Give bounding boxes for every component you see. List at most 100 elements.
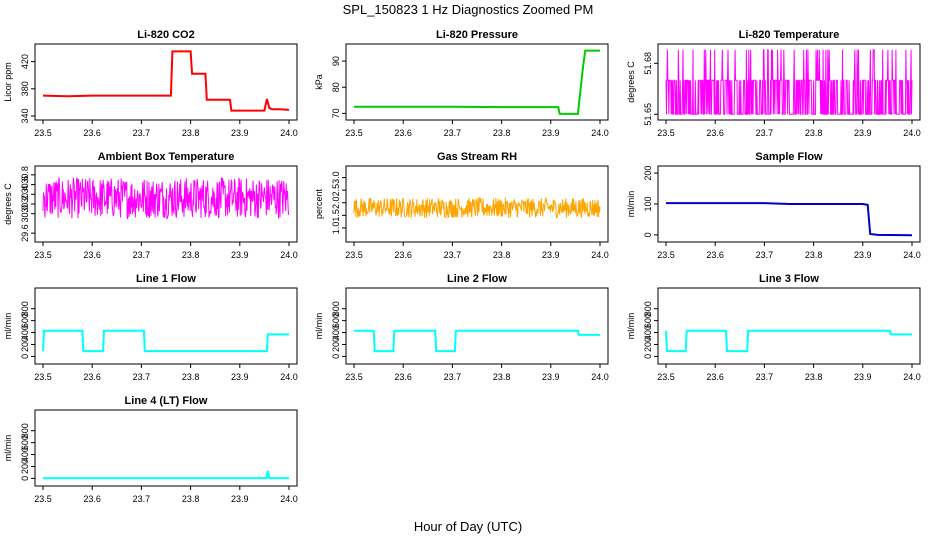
figure-x-axis-label: Hour of Day (UTC) bbox=[414, 519, 522, 534]
x-tick-label: 24.0 bbox=[903, 128, 921, 138]
x-tick-label: 23.5 bbox=[34, 372, 52, 382]
panel-title: Line 3 Flow bbox=[759, 273, 819, 285]
y-tick-label: 0 bbox=[20, 354, 30, 359]
plot-frame bbox=[657, 43, 921, 121]
y-tick-label: 3.0 bbox=[331, 171, 341, 184]
x-tick-label: 23.6 bbox=[706, 372, 724, 382]
series-band bbox=[665, 49, 913, 115]
y-axis-label: ml/min bbox=[3, 435, 13, 462]
y-tick-label: 30.6 bbox=[20, 176, 30, 194]
x-tick-label: 23.8 bbox=[805, 250, 823, 260]
x-tick-label: 24.0 bbox=[903, 372, 921, 382]
x-tick-label: 23.7 bbox=[133, 250, 151, 260]
x-tick-label: 24.0 bbox=[903, 250, 921, 260]
y-tick-label: 600 bbox=[643, 313, 653, 328]
y-tick-label: 200 bbox=[643, 166, 653, 181]
y-tick-label: 30.2 bbox=[20, 195, 30, 213]
x-tick-label: 24.0 bbox=[591, 250, 609, 260]
panel-6: Sample Flow 23.5 23.6 23.7 23.8 23.9 24.0 0 100 2… bbox=[626, 151, 921, 260]
panel-title: Line 1 Flow bbox=[136, 273, 196, 285]
y-tick-label: 2.5 bbox=[331, 184, 341, 197]
y-tick-label: 80 bbox=[331, 82, 341, 92]
x-tick-label: 23.9 bbox=[542, 250, 560, 260]
y-axis-label: kPa bbox=[314, 74, 324, 90]
y-tick-label: 600 bbox=[20, 435, 30, 450]
x-tick-label: 23.8 bbox=[182, 372, 200, 382]
y-tick-label: 0 bbox=[643, 232, 653, 237]
y-tick-label: 800 bbox=[331, 301, 341, 316]
panel-title: Line 2 Flow bbox=[447, 273, 507, 285]
x-tick-label: 23.9 bbox=[854, 128, 872, 138]
y-axis-label: percent bbox=[314, 188, 324, 219]
x-tick-label: 23.9 bbox=[542, 372, 560, 382]
y-tick-label: 51.65 bbox=[643, 103, 653, 126]
x-tick-label: 23.5 bbox=[34, 250, 52, 260]
y-tick-label: 200 bbox=[331, 337, 341, 352]
y-tick-label: 200 bbox=[643, 337, 653, 352]
y-tick-label: 30.8 bbox=[20, 166, 30, 184]
panel-title: Li-820 Pressure bbox=[436, 29, 518, 41]
x-tick-label: 23.6 bbox=[83, 250, 101, 260]
panel-7: Line 1 Flow 23.5 23.6 23.7 23.8 23.9 24.0 0 2004… bbox=[3, 273, 298, 382]
panel-title: Li-820 Temperature bbox=[739, 29, 840, 41]
x-tick-label: 23.8 bbox=[493, 372, 511, 382]
plot-frame bbox=[345, 43, 609, 121]
x-tick-label: 23.5 bbox=[34, 128, 52, 138]
plot-frame bbox=[34, 287, 298, 365]
x-tick-label: 23.5 bbox=[34, 494, 52, 504]
y-tick-label: 400 bbox=[331, 325, 341, 340]
y-tick-label: 800 bbox=[643, 301, 653, 316]
series-line bbox=[354, 49, 600, 115]
y-tick-label: 420 bbox=[20, 54, 30, 69]
y-axis-label: degrees C bbox=[626, 61, 636, 103]
panel-10: Line 4 (LT) Flow 23.5 23.6 23.7 23.8 23.9 24.0… bbox=[3, 395, 298, 504]
panel-title: Li-820 CO2 bbox=[137, 29, 194, 41]
series-line bbox=[666, 202, 913, 237]
x-tick-label: 23.6 bbox=[394, 372, 412, 382]
y-tick-label: 1.0 bbox=[331, 222, 341, 235]
x-tick-label: 23.7 bbox=[444, 128, 462, 138]
x-tick-label: 23.5 bbox=[345, 372, 363, 382]
y-axis-label: ml/min bbox=[314, 313, 324, 340]
x-tick-label: 23.8 bbox=[493, 128, 511, 138]
y-tick-label: 200 bbox=[20, 337, 30, 352]
panels-group: Li-820 CO2 23.5 23.6 23.7 23.8 23.9 24.0 340 380… bbox=[3, 29, 921, 504]
x-tick-label: 23.6 bbox=[394, 250, 412, 260]
y-tick-label: 0 bbox=[331, 354, 341, 359]
y-tick-label: 400 bbox=[20, 325, 30, 340]
x-tick-label: 23.9 bbox=[231, 128, 249, 138]
panel-8: Line 2 Flow 23.5 23.6 23.7 23.8 23.9 24.0 0 2004… bbox=[314, 273, 609, 382]
x-tick-label: 23.9 bbox=[231, 372, 249, 382]
x-tick-label: 23.8 bbox=[805, 372, 823, 382]
series-line bbox=[42, 329, 289, 353]
series-band bbox=[353, 196, 601, 219]
x-tick-label: 23.6 bbox=[83, 372, 101, 382]
x-tick-label: 23.6 bbox=[394, 128, 412, 138]
panel-title: Sample Flow bbox=[755, 151, 823, 163]
y-tick-label: 200 bbox=[20, 459, 30, 474]
x-tick-label: 23.7 bbox=[133, 372, 151, 382]
x-tick-label: 23.7 bbox=[444, 372, 462, 382]
y-tick-label: 70 bbox=[331, 108, 341, 118]
panel-2: Li-820 Pressure 23.5 23.6 23.7 23.8 23.9 24.0 7… bbox=[314, 29, 609, 138]
y-tick-label: 30.0 bbox=[20, 205, 30, 223]
series-line bbox=[665, 329, 912, 353]
x-tick-label: 23.6 bbox=[83, 494, 101, 504]
y-tick-label: 0 bbox=[643, 354, 653, 359]
y-tick-label: 100 bbox=[643, 196, 653, 211]
x-tick-label: 23.8 bbox=[182, 494, 200, 504]
x-tick-label: 24.0 bbox=[591, 128, 609, 138]
x-tick-label: 23.6 bbox=[706, 128, 724, 138]
panel-title: Gas Stream RH bbox=[437, 151, 517, 163]
x-tick-label: 23.9 bbox=[542, 128, 560, 138]
panel-3: Li-820 Temperature 23.5 23.6 23.7 23.8 23.9 24… bbox=[626, 29, 921, 138]
y-axis-label: ml/min bbox=[626, 313, 636, 340]
y-tick-label: 340 bbox=[20, 108, 30, 123]
x-tick-label: 24.0 bbox=[280, 128, 298, 138]
y-tick-label: 0 bbox=[20, 476, 30, 481]
x-tick-label: 23.8 bbox=[182, 250, 200, 260]
series-line bbox=[43, 470, 289, 480]
series-line bbox=[354, 329, 600, 353]
series-line bbox=[42, 50, 290, 112]
